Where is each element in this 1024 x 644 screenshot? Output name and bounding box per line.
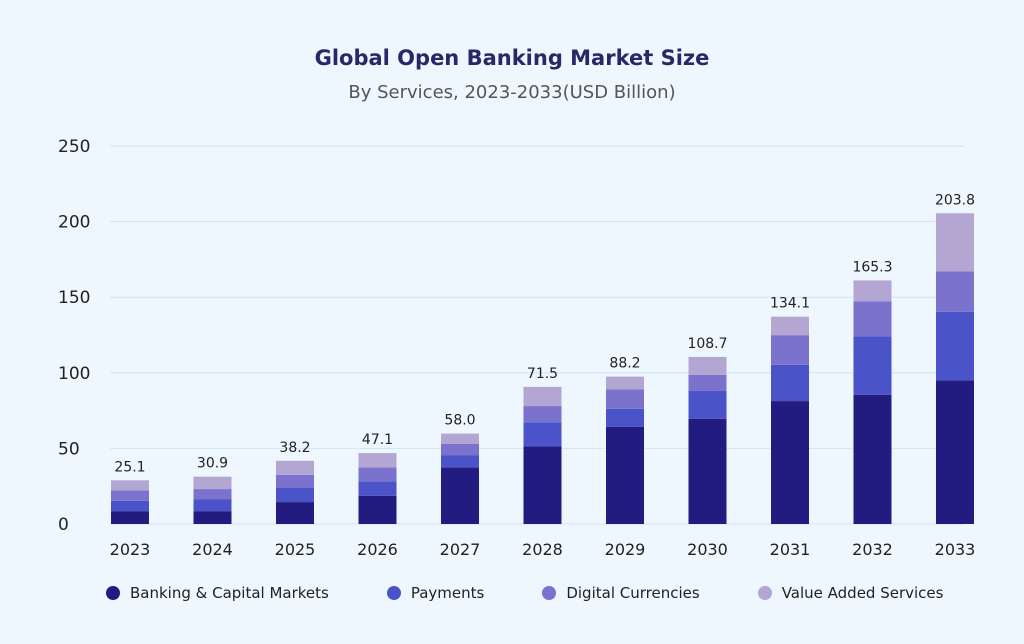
bar-segment: [193, 476, 232, 490]
bar-segment: [771, 364, 809, 402]
legend-swatch: [757, 586, 772, 600]
bar-segment: [441, 455, 479, 468]
bar-segment: [358, 481, 397, 496]
bar-segment: [276, 502, 314, 524]
y-tick-label: 50: [58, 439, 80, 459]
bar-segment: [936, 271, 974, 312]
bar-segment: [606, 389, 644, 409]
x-tick-label: 2029: [605, 540, 646, 559]
bar-segment: [606, 408, 644, 427]
bar-segment: [523, 386, 562, 407]
x-tick-label: 2026: [357, 540, 398, 559]
bar-segment: [936, 380, 974, 524]
x-tick-label: 2027: [440, 540, 481, 559]
bar-segment: [276, 460, 314, 475]
y-tick-label: 150: [58, 288, 90, 308]
bar-segment: [688, 374, 727, 391]
bar-segment: [523, 406, 562, 423]
bar-segment: [853, 301, 892, 337]
bar-segment: [193, 511, 232, 524]
legend-item: Digital Currencies: [542, 584, 700, 602]
data-label: 108.7: [687, 336, 727, 352]
legend-label: Value Added Services: [781, 584, 944, 602]
bar-segment: [441, 433, 479, 445]
bar-segment: [111, 490, 149, 501]
data-label: 165.3: [852, 259, 892, 275]
bar-segment: [688, 418, 727, 524]
bar-segment: [853, 336, 892, 395]
data-label: 25.1: [114, 459, 145, 475]
x-tick-label: 2031: [770, 540, 811, 559]
chart-subtitle: By Services, 2023-2033(USD Billion): [348, 82, 676, 103]
bar-segment: [936, 213, 974, 272]
legend-item: Payments: [386, 584, 485, 602]
legend: Banking & Capital Markets Payments Digital…: [106, 584, 1001, 602]
bar-segment: [688, 356, 727, 375]
bar-segment: [523, 422, 562, 447]
bar-segment: [853, 280, 892, 302]
data-label: 88.2: [609, 356, 640, 372]
data-label: 134.1: [770, 296, 810, 312]
bar-segment: [358, 495, 397, 524]
bar-segment: [771, 335, 809, 365]
legend-item: Value Added Services: [757, 584, 944, 602]
legend-label: Digital Currencies: [566, 584, 700, 602]
legend-swatch: [386, 586, 401, 600]
bar-segment: [358, 467, 397, 482]
bar-segment: [276, 488, 314, 503]
x-tick-label: 2023: [110, 540, 151, 559]
bar-segment: [853, 394, 892, 524]
bar-segment: [193, 499, 232, 512]
bar-segment: [276, 474, 314, 489]
x-tick-label: 2024: [192, 540, 233, 559]
x-tick-label: 2033: [935, 540, 976, 559]
bar-segment: [111, 511, 149, 524]
y-tick-label: 100: [58, 364, 90, 384]
data-label: 38.2: [279, 440, 310, 456]
bar-segment: [606, 376, 644, 390]
bar-segment: [936, 311, 974, 381]
bar-segment: [193, 489, 232, 500]
legend-label: Banking & Capital Markets: [130, 584, 329, 602]
bar-segment: [606, 426, 644, 524]
data-label: 71.5: [527, 366, 558, 382]
bar-segment: [771, 401, 809, 524]
legend-item: Banking & Capital Markets: [106, 584, 329, 602]
bar-segment: [688, 390, 727, 419]
data-label: 47.1: [362, 432, 393, 448]
legend-label: Payments: [410, 584, 485, 602]
legend-swatch: [106, 586, 120, 600]
x-tick-label: 2032: [852, 540, 893, 559]
data-label: 203.8: [935, 192, 975, 208]
legend-swatch: [542, 586, 557, 600]
bar-segment: [523, 446, 562, 524]
y-tick-label: 0: [58, 515, 69, 535]
chart-title: Global Open Banking Market Size: [314, 46, 710, 70]
bar-segment: [441, 444, 479, 456]
y-tick-label: 250: [58, 137, 90, 157]
x-tick-label: 2028: [522, 540, 563, 559]
data-label: 58.0: [444, 413, 475, 429]
bar-segment: [441, 467, 479, 524]
bar-segment: [358, 453, 397, 468]
data-label: 30.9: [197, 456, 228, 472]
x-tick-label: 2030: [687, 540, 728, 559]
bar-segment: [771, 316, 809, 336]
x-tick-label: 2025: [275, 540, 316, 559]
bar-segment: [111, 500, 149, 512]
y-tick-label: 200: [58, 213, 90, 233]
bar-segment: [111, 480, 149, 491]
